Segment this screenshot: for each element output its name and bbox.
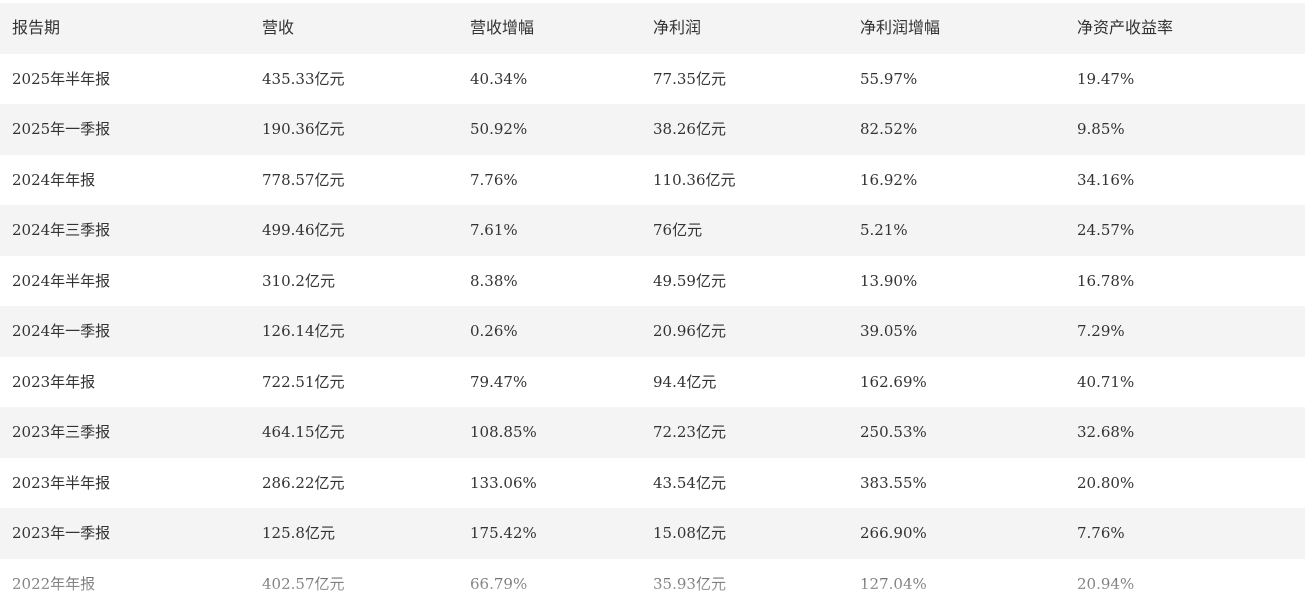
table-row: 2022年年报 402.57亿元 66.79% 35.93亿元 127.04% 20.94… xyxy=(0,559,1305,609)
cell-revenue: 499.46亿元 xyxy=(262,205,345,256)
cell-net-profit: 72.23亿元 xyxy=(653,407,726,458)
cell-roe: 32.68% xyxy=(1077,407,1134,458)
cell-net-profit-growth: 5.21% xyxy=(860,205,908,256)
cell-revenue: 126.14亿元 xyxy=(262,306,345,357)
cell-report-period: 2023年三季报 xyxy=(12,407,110,458)
cell-net-profit: 43.54亿元 xyxy=(653,458,726,509)
header-net-profit: 净利润 xyxy=(653,3,701,54)
cell-revenue: 310.2亿元 xyxy=(262,256,335,307)
cell-revenue-growth: 66.79% xyxy=(470,559,527,609)
cell-net-profit-growth: 266.90% xyxy=(860,508,927,559)
cell-revenue-growth: 50.92% xyxy=(470,104,527,155)
cell-net-profit: 77.35亿元 xyxy=(653,54,726,105)
cell-net-profit-growth: 39.05% xyxy=(860,306,917,357)
header-revenue: 营收 xyxy=(262,3,294,54)
cell-report-period: 2025年半年报 xyxy=(12,54,110,105)
cell-revenue-growth: 108.85% xyxy=(470,407,537,458)
table-row: 2023年年报 722.51亿元 79.47% 94.4亿元 162.69% 40.71% xyxy=(0,357,1305,408)
cell-report-period: 2023年一季报 xyxy=(12,508,110,559)
cell-roe: 20.94% xyxy=(1077,559,1134,609)
cell-revenue: 778.57亿元 xyxy=(262,155,345,206)
cell-roe: 34.16% xyxy=(1077,155,1134,206)
cell-revenue: 286.22亿元 xyxy=(262,458,345,509)
cell-net-profit-growth: 55.97% xyxy=(860,54,917,105)
cell-net-profit: 110.36亿元 xyxy=(653,155,736,206)
cell-roe: 9.85% xyxy=(1077,104,1125,155)
cell-net-profit: 49.59亿元 xyxy=(653,256,726,307)
cell-report-period: 2024年一季报 xyxy=(12,306,110,357)
cell-revenue-growth: 175.42% xyxy=(470,508,537,559)
table-row: 2023年三季报 464.15亿元 108.85% 72.23亿元 250.53% 32.… xyxy=(0,407,1305,458)
cell-net-profit: 94.4亿元 xyxy=(653,357,716,408)
cell-report-period: 2023年半年报 xyxy=(12,458,110,509)
table-row: 2024年三季报 499.46亿元 7.61% 76亿元 5.21% 24.57% xyxy=(0,205,1305,256)
cell-net-profit: 38.26亿元 xyxy=(653,104,726,155)
cell-net-profit: 35.93亿元 xyxy=(653,559,726,609)
header-net-profit-growth: 净利润增幅 xyxy=(860,3,940,54)
header-report-period: 报告期 xyxy=(12,3,60,54)
cell-roe: 40.71% xyxy=(1077,357,1134,408)
cell-revenue-growth: 79.47% xyxy=(470,357,527,408)
cell-revenue-growth: 133.06% xyxy=(470,458,537,509)
cell-net-profit-growth: 383.55% xyxy=(860,458,927,509)
cell-roe: 16.78% xyxy=(1077,256,1134,307)
table-row: 2024年半年报 310.2亿元 8.38% 49.59亿元 13.90% 16.78% xyxy=(0,256,1305,307)
cell-net-profit-growth: 16.92% xyxy=(860,155,917,206)
cell-roe: 19.47% xyxy=(1077,54,1134,105)
cell-net-profit-growth: 82.52% xyxy=(860,104,917,155)
cell-revenue: 125.8亿元 xyxy=(262,508,335,559)
cell-revenue-growth: 0.26% xyxy=(470,306,518,357)
cell-net-profit: 76亿元 xyxy=(653,205,702,256)
financial-report-table: 报告期 营收 营收增幅 净利润 净利润增幅 净资产收益率 2025年半年报 435… xyxy=(0,3,1305,609)
cell-report-period: 2025年一季报 xyxy=(12,104,110,155)
cell-net-profit-growth: 162.69% xyxy=(860,357,927,408)
cell-revenue-growth: 7.61% xyxy=(470,205,518,256)
table-row: 2023年半年报 286.22亿元 133.06% 43.54亿元 383.55% 20.… xyxy=(0,458,1305,509)
cell-net-profit: 20.96亿元 xyxy=(653,306,726,357)
cell-revenue: 435.33亿元 xyxy=(262,54,345,105)
table-row: 2025年一季报 190.36亿元 50.92% 38.26亿元 82.52% 9.85% xyxy=(0,104,1305,155)
cell-roe: 20.80% xyxy=(1077,458,1134,509)
cell-revenue: 402.57亿元 xyxy=(262,559,345,609)
cell-net-profit: 15.08亿元 xyxy=(653,508,726,559)
cell-revenue-growth: 7.76% xyxy=(470,155,518,206)
cell-roe: 7.29% xyxy=(1077,306,1125,357)
cell-report-period: 2024年三季报 xyxy=(12,205,110,256)
cell-report-period: 2024年年报 xyxy=(12,155,95,206)
cell-report-period: 2024年半年报 xyxy=(12,256,110,307)
table-header: 报告期 营收 营收增幅 净利润 净利润增幅 净资产收益率 xyxy=(0,3,1305,54)
cell-roe: 7.76% xyxy=(1077,508,1125,559)
cell-revenue: 464.15亿元 xyxy=(262,407,345,458)
cell-net-profit-growth: 250.53% xyxy=(860,407,927,458)
cell-revenue: 190.36亿元 xyxy=(262,104,345,155)
header-revenue-growth: 营收增幅 xyxy=(470,3,534,54)
cell-report-period: 2023年年报 xyxy=(12,357,95,408)
table-body: 2025年半年报 435.33亿元 40.34% 77.35亿元 55.97% 19.47… xyxy=(0,54,1305,609)
table-row: 2023年一季报 125.8亿元 175.42% 15.08亿元 266.90% 7.76… xyxy=(0,508,1305,559)
cell-net-profit-growth: 127.04% xyxy=(860,559,927,609)
header-roe: 净资产收益率 xyxy=(1077,3,1173,54)
cell-roe: 24.57% xyxy=(1077,205,1134,256)
table-row: 2024年一季报 126.14亿元 0.26% 20.96亿元 39.05% 7.29% xyxy=(0,306,1305,357)
table-row: 2024年年报 778.57亿元 7.76% 110.36亿元 16.92% 34.16% xyxy=(0,155,1305,206)
cell-net-profit-growth: 13.90% xyxy=(860,256,917,307)
cell-revenue: 722.51亿元 xyxy=(262,357,345,408)
table-row: 2025年半年报 435.33亿元 40.34% 77.35亿元 55.97% 19.47… xyxy=(0,54,1305,105)
cell-revenue-growth: 40.34% xyxy=(470,54,527,105)
cell-report-period: 2022年年报 xyxy=(12,559,95,609)
cell-revenue-growth: 8.38% xyxy=(470,256,518,307)
